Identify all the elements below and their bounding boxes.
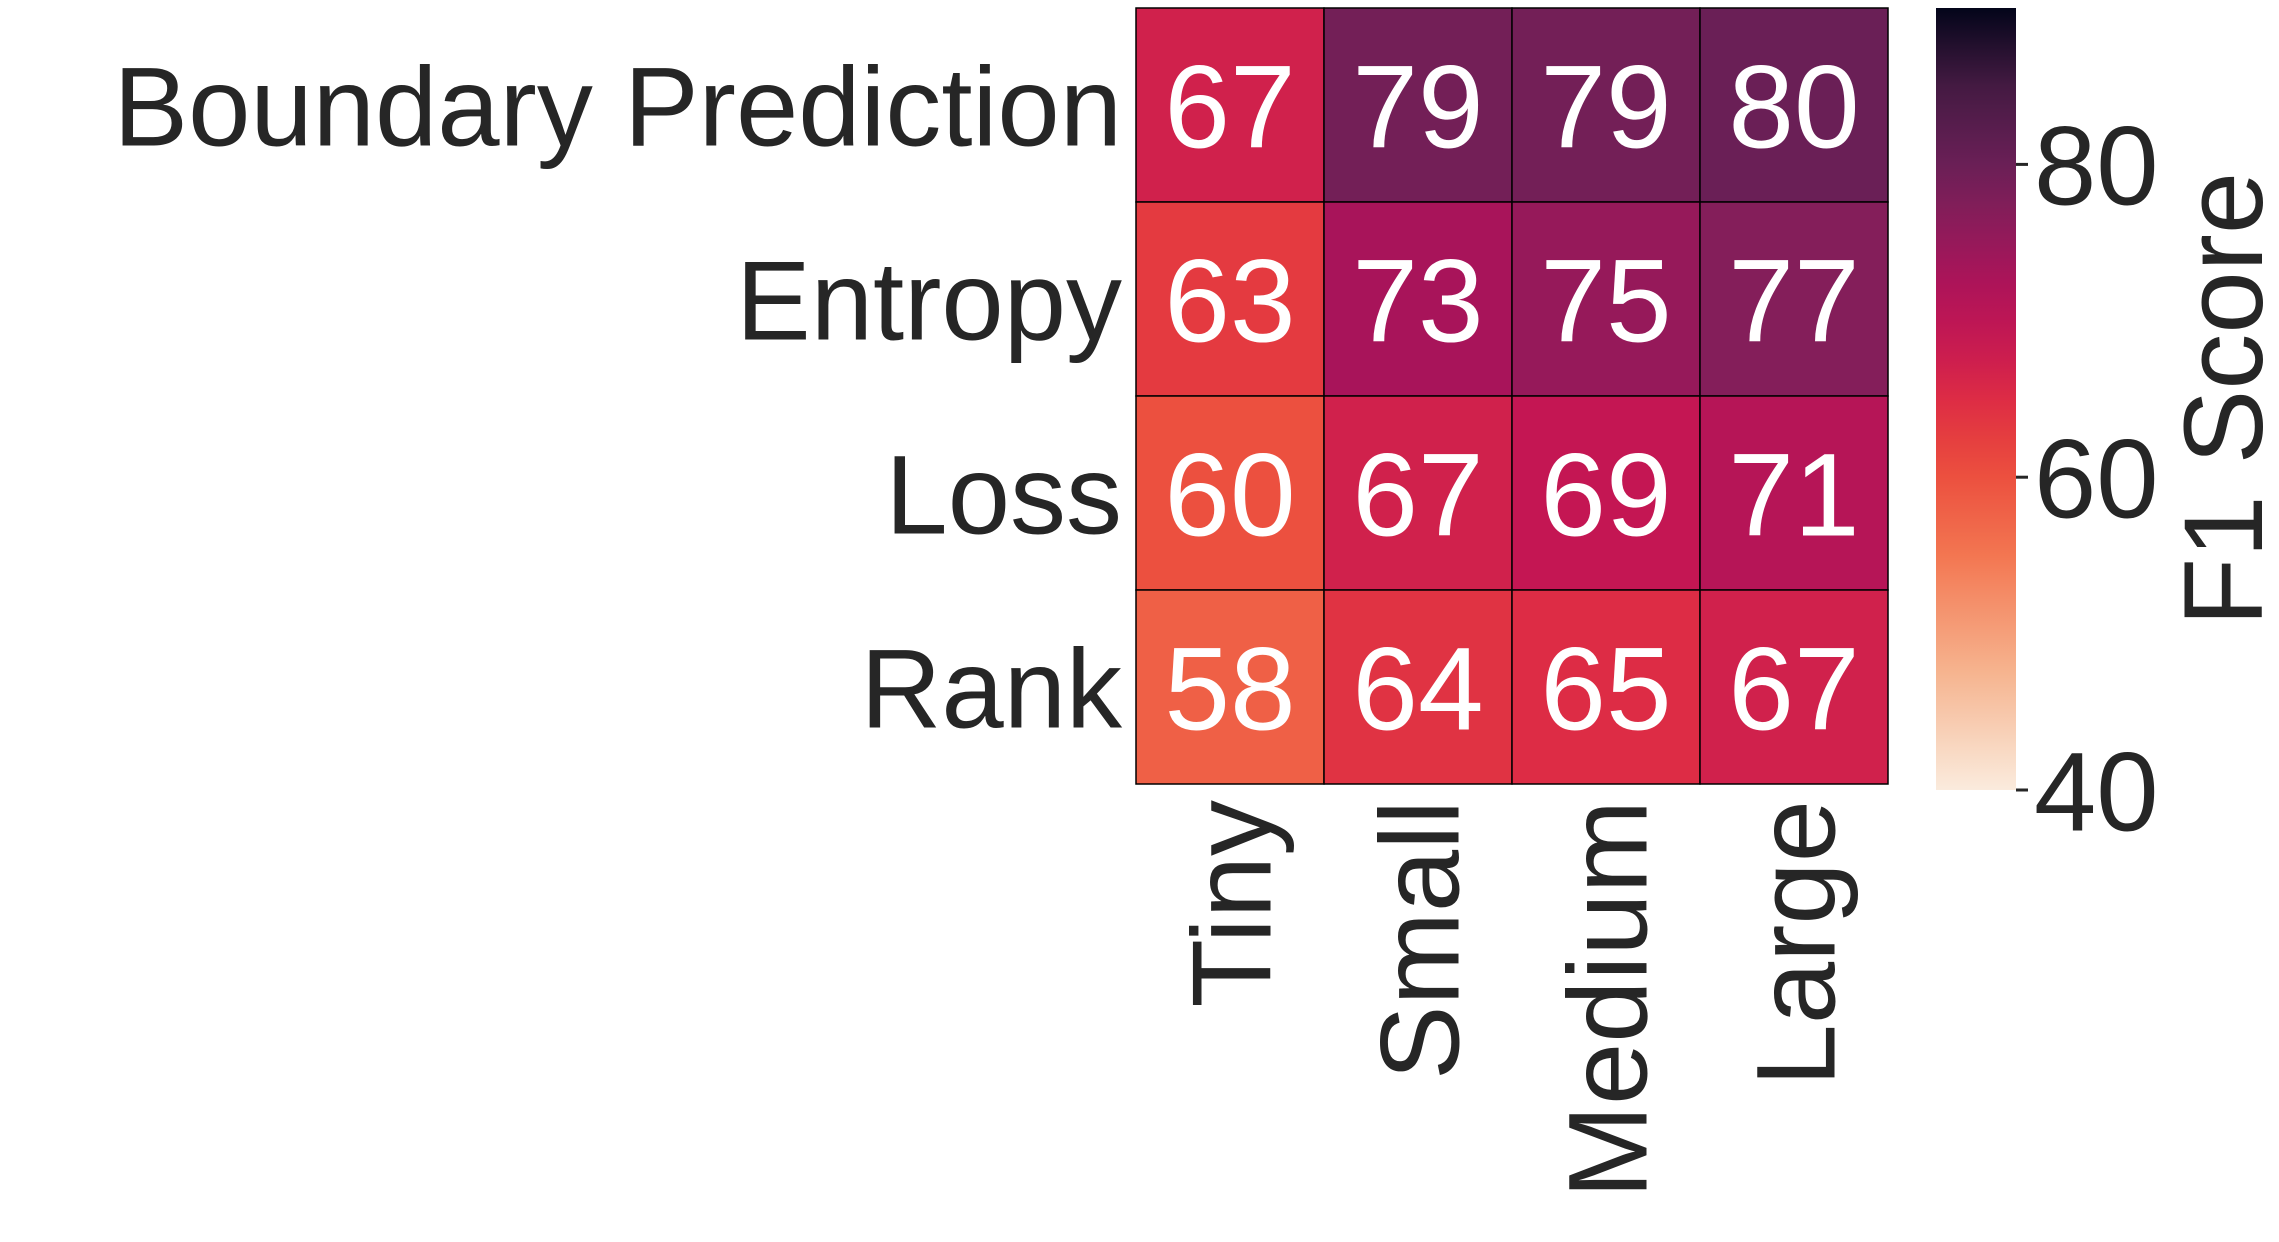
- cell-value-label: 64: [1352, 623, 1483, 755]
- y-tick-label: Boundary Prediction: [113, 44, 1122, 169]
- x-tick-label: Medium: [1545, 800, 1670, 1198]
- y-tick-label: Rank: [861, 626, 1123, 751]
- heatmap-cell: [1323, 201, 1513, 397]
- cell-value-label: 67: [1164, 41, 1295, 173]
- cell-value-label: 79: [1352, 41, 1483, 173]
- cell-value-label: 79: [1540, 41, 1671, 173]
- cell-value-label: 71: [1728, 429, 1859, 561]
- x-tick-labels: Tiny Small Medium Large: [1169, 800, 1858, 1198]
- colorbar-tick-label: 80: [2034, 104, 2159, 229]
- cell-value-label: 63: [1164, 235, 1295, 367]
- heatmap-cell: [1135, 589, 1325, 785]
- heatmap-cell: [1699, 7, 1889, 203]
- cell-value-label: 67: [1352, 429, 1483, 561]
- cell-value-label: 80: [1728, 41, 1859, 173]
- heatmap-cell: [1699, 589, 1889, 785]
- cell-value-label: 77: [1728, 235, 1859, 367]
- heatmap-cell: [1511, 7, 1701, 203]
- cell-value-label: 58: [1164, 623, 1295, 755]
- heatmap-cell: [1323, 7, 1513, 203]
- heatmap-cell: [1135, 7, 1325, 203]
- heatmap-cell: [1323, 589, 1513, 785]
- x-tick-label: Tiny: [1169, 800, 1294, 1007]
- heatmap-cell: [1511, 589, 1701, 785]
- colorbar-tick-label: 40: [2034, 729, 2159, 854]
- heatmap-cell: [1135, 201, 1325, 397]
- heatmap-cell: [1699, 201, 1889, 397]
- colorbar-gradient: [1936, 8, 2016, 790]
- y-tick-labels: Boundary Prediction Entropy Loss Rank: [113, 44, 1123, 751]
- heatmap-cells: [1135, 7, 1889, 785]
- colorbar-label: F1 Score: [2161, 172, 2279, 626]
- cell-value-label: 75: [1540, 235, 1671, 367]
- cell-value-label: 65: [1540, 623, 1671, 755]
- x-tick-label: Small: [1357, 800, 1482, 1080]
- cell-value-label: 73: [1352, 235, 1483, 367]
- x-tick-label: Large: [1733, 800, 1858, 1086]
- cell-value-label: 69: [1540, 429, 1671, 561]
- cell-value-label: 67: [1728, 623, 1859, 755]
- y-tick-label: Entropy: [736, 238, 1122, 363]
- heatmap-cell: [1699, 395, 1889, 591]
- colorbar-tick-label: 60: [2034, 417, 2159, 542]
- heatmap-cell: [1323, 395, 1513, 591]
- cell-annotations: 67 79 79 80 63 73 75 77 60 67 69 71 58 64 65 67: [1164, 41, 1859, 755]
- y-tick-label: Loss: [885, 432, 1122, 557]
- cell-value-label: 60: [1164, 429, 1295, 561]
